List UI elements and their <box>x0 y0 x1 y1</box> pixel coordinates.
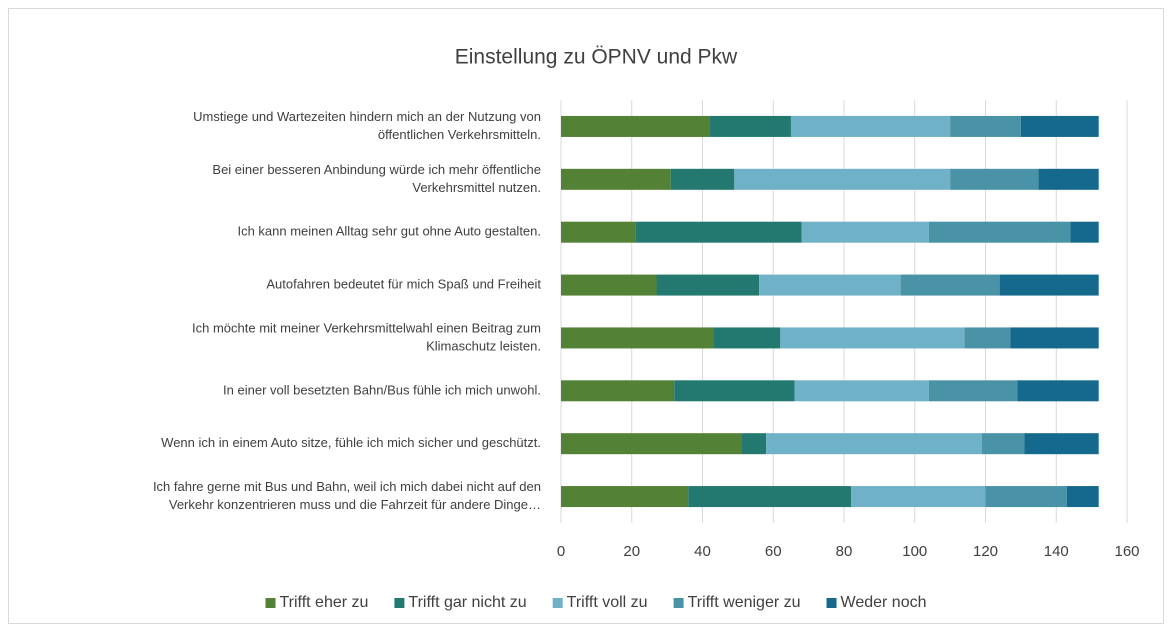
category-label: Ich fahre gerne mit Bus und Bahn, weil i… <box>153 479 541 494</box>
bar-segment <box>1070 221 1099 243</box>
bar-segment <box>1010 327 1099 349</box>
bar-segment <box>780 327 965 349</box>
chart-border <box>8 8 1164 624</box>
bar-segment <box>561 327 714 349</box>
bar-segment <box>900 274 1000 296</box>
bar-segment <box>851 486 986 508</box>
category-label: Verkehr konzentrieren muss und die Fahrz… <box>169 497 541 512</box>
legend-swatch <box>826 598 837 608</box>
legend-label: Trifft weniger zu <box>688 594 801 611</box>
bar-segment <box>674 380 795 402</box>
legend-label: Trifft voll zu <box>567 594 648 611</box>
bar-segment <box>801 221 929 243</box>
legend-label: Trifft gar nicht zu <box>408 594 526 611</box>
legend-item: Trifft eher zu <box>265 594 368 611</box>
bar-segment <box>635 221 802 243</box>
bar-segment <box>561 274 657 296</box>
bar-segment <box>561 221 636 243</box>
x-tick-label: 0 <box>557 543 565 560</box>
legend-item: Trifft voll zu <box>552 594 648 611</box>
bar-segment <box>734 168 951 190</box>
bar-segment <box>561 433 742 455</box>
bar-segment <box>1017 380 1099 402</box>
bar-segment <box>670 168 735 190</box>
chart-title: Einstellung zu ÖPNV und Pkw <box>455 46 738 69</box>
bar-segment <box>741 433 767 455</box>
bar-segment <box>561 380 675 402</box>
category-label: Wenn ich in einem Auto sitze, fühle ich … <box>161 435 541 450</box>
category-label: Autofahren bedeutet für mich Spaß und Fr… <box>266 277 541 292</box>
category-label: In einer voll besetzten Bahn/Bus fühle i… <box>223 382 541 397</box>
x-tick-label: 40 <box>694 543 711 560</box>
category-label: Bei einer besseren Anbindung würde ich m… <box>212 162 541 177</box>
legend-swatch <box>265 598 276 608</box>
bar-segment <box>950 168 1039 190</box>
bar-segment <box>928 380 1018 402</box>
bar-segment <box>759 274 901 296</box>
legend-item: Trifft gar nicht zu <box>394 594 527 611</box>
bar-segment <box>964 327 1011 349</box>
bar-segment <box>1038 168 1099 190</box>
legend-item: Trifft weniger zu <box>673 594 801 611</box>
legend-swatch <box>673 598 684 608</box>
bar-segment <box>561 168 671 190</box>
bar-segment <box>561 486 689 508</box>
category-label: Klimaschutz leisten. <box>426 338 541 353</box>
bar-segment <box>713 327 781 349</box>
bar-segment <box>981 433 1025 455</box>
legend-swatch <box>552 598 563 608</box>
bar-segment <box>1024 433 1099 455</box>
x-tick-label: 160 <box>1114 543 1139 560</box>
legend-label: Weder noch <box>841 594 927 611</box>
category-label: Ich möchte mit meiner Verkehrsmittelwahl… <box>192 320 541 335</box>
category-label: Verkehrsmittel nutzen. <box>412 180 541 195</box>
bar-segment <box>561 115 710 137</box>
x-tick-label: 20 <box>623 543 640 560</box>
legend-label: Trifft eher zu <box>279 594 368 611</box>
x-tick-label: 80 <box>836 543 853 560</box>
category-label: öffentlichen Verkehrsmitteln. <box>378 127 541 142</box>
bar-segment <box>1066 486 1099 508</box>
bar-segment <box>766 433 982 455</box>
bar-segment <box>928 221 1071 243</box>
category-label: Ich kann meinen Alltag sehr gut ohne Aut… <box>237 224 541 239</box>
x-tick-label: 120 <box>973 543 998 560</box>
x-tick-label: 140 <box>1044 543 1069 560</box>
bar-segment <box>794 380 929 402</box>
legend-swatch <box>394 598 405 608</box>
bar-segment <box>709 115 791 137</box>
bar-segment <box>656 274 760 296</box>
bar-segment <box>688 486 852 508</box>
bar-segment <box>985 486 1067 508</box>
x-tick-label: 60 <box>765 543 782 560</box>
bar-segment <box>999 274 1099 296</box>
category-label: Umstiege und Wartezeiten hindern mich an… <box>193 109 541 124</box>
legend-item: Weder noch <box>826 594 927 611</box>
x-tick-label: 100 <box>902 543 927 560</box>
bar-segment <box>950 115 1021 137</box>
bar-segment <box>1020 115 1099 137</box>
bar-segment <box>790 115 951 137</box>
